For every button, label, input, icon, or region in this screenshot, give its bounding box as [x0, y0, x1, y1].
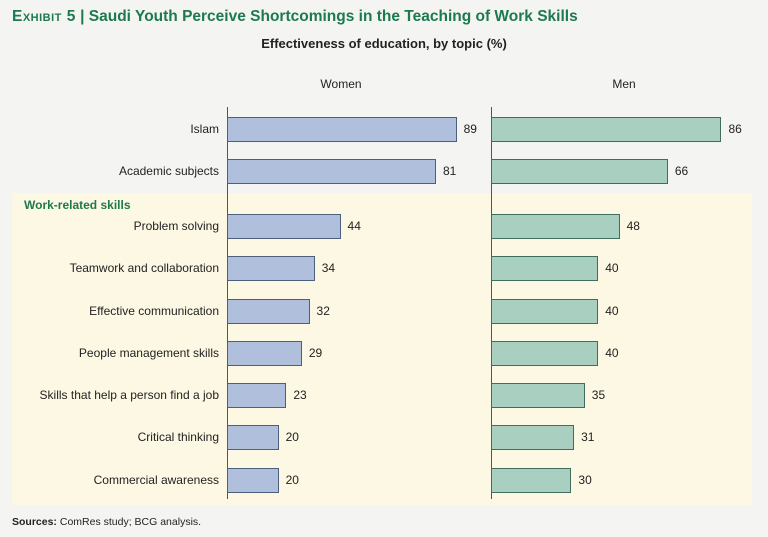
work-skills-highlight — [12, 193, 752, 505]
data-label-women: 34 — [321, 261, 336, 275]
exhibit-title: Exhibit 5 | Saudi Youth Perceive Shortco… — [12, 8, 578, 26]
category-label: People management skills — [78, 346, 219, 360]
data-label-women: 23 — [293, 388, 307, 402]
category-label: Islam — [190, 122, 219, 136]
bar-women — [227, 213, 341, 239]
data-label-men: 35 — [591, 388, 606, 402]
bar-men — [491, 213, 620, 239]
bar-women — [227, 158, 436, 184]
bar-women — [227, 116, 457, 142]
category-label: Commercial awareness — [93, 473, 219, 487]
bar-men — [491, 255, 599, 281]
data-label-men: 40 — [605, 261, 619, 275]
bar-men — [491, 424, 575, 450]
data-label-men: 86 — [728, 122, 742, 136]
bar-women — [227, 255, 315, 281]
chart-subtitle: Effectiveness of education, by topic (%) — [261, 36, 507, 51]
bar-men — [491, 116, 722, 142]
data-label-women: 89 — [463, 122, 477, 136]
bar-women — [227, 298, 310, 324]
bar-women — [227, 382, 287, 408]
sources-note: Sources: ComRes study; BCG analysis. — [12, 516, 201, 528]
category-label: Skills that help a person find a job — [39, 388, 219, 402]
bar-women — [227, 340, 302, 366]
bar-men — [491, 340, 599, 366]
exhibit-tag: Exhibit 5 — [12, 8, 76, 25]
bar-men — [491, 298, 599, 324]
panel-label-men: Men — [612, 77, 636, 91]
data-label-men: 30 — [578, 473, 592, 487]
bar-men — [491, 382, 585, 408]
data-label-men: 66 — [674, 164, 689, 178]
data-label-women: 20 — [285, 473, 299, 487]
data-label-men: 40 — [605, 304, 619, 318]
sources-text: ComRes study; BCG analysis. — [56, 516, 202, 528]
data-label-women: 32 — [316, 304, 330, 318]
bar-women — [227, 467, 279, 493]
data-label-men: 40 — [605, 346, 619, 360]
data-label-women: 44 — [347, 219, 361, 233]
data-label-men: 31 — [581, 430, 595, 444]
bar-women — [227, 424, 279, 450]
chart-title: Saudi Youth Perceive Shortcomings in the… — [88, 8, 578, 25]
bar-men — [491, 158, 668, 184]
panel-label-women: Women — [320, 77, 362, 91]
group-label-work-skills: Work-related skills — [24, 198, 131, 212]
data-label-men: 48 — [626, 219, 640, 233]
category-label: Teamwork and collaboration — [69, 261, 219, 275]
sources-label: Sources: — [12, 516, 57, 528]
bar-men — [491, 467, 572, 493]
data-label-women: 81 — [442, 164, 457, 178]
category-label: Effective communication — [89, 304, 219, 318]
data-label-women: 29 — [308, 346, 323, 360]
category-label: Academic subjects — [118, 164, 219, 178]
category-label: Critical thinking — [137, 430, 219, 444]
title-separator: | — [75, 8, 89, 25]
data-label-women: 20 — [285, 430, 299, 444]
category-label: Problem solving — [133, 219, 219, 233]
